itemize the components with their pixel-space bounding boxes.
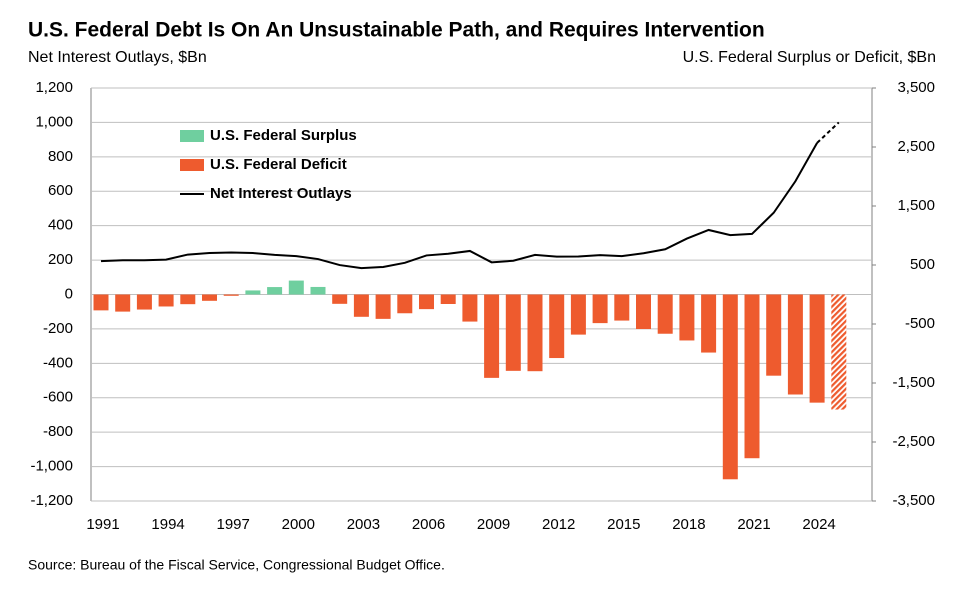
y-tick-label: 1,000 [35, 113, 73, 130]
y-tick-label: -600 [43, 389, 73, 406]
bar [787, 294, 803, 395]
line [100, 142, 818, 270]
bar [375, 294, 391, 319]
bar [831, 294, 847, 410]
y-tick-label: -1,200 [30, 492, 73, 509]
bar [180, 294, 196, 305]
x-tick-label: 2006 [412, 516, 445, 533]
legend-swatch [180, 159, 204, 171]
bar [223, 294, 239, 296]
y2-tick-label: -1,500 [892, 374, 935, 391]
bar [353, 294, 369, 317]
bar [766, 294, 782, 376]
bar [397, 294, 413, 314]
y2-tick-label: 2,500 [897, 138, 935, 155]
source-note: Source: Bureau of the Fiscal Service, Co… [28, 557, 445, 573]
bar [462, 294, 478, 322]
x-tick-label: 2009 [477, 516, 510, 533]
bar [722, 294, 738, 480]
bar [158, 294, 174, 307]
x-tick-label: 2003 [347, 516, 380, 533]
bar [527, 294, 543, 372]
y-tick-label: 800 [48, 148, 73, 165]
legend-swatch [180, 130, 204, 142]
x-tick-label: 1994 [151, 516, 184, 533]
bar [570, 294, 586, 335]
bar [202, 294, 217, 301]
x-tick-label: 2015 [607, 516, 640, 533]
y-axis-label: Net Interest Outlays, $Bn [28, 49, 207, 66]
y-tick-label: 600 [48, 182, 73, 199]
y2-tick-label: 3,500 [897, 79, 935, 96]
x-tick-label: 2024 [802, 516, 835, 533]
y2-tick-label: 1,500 [897, 197, 935, 214]
y2-tick-label: -3,500 [892, 492, 935, 509]
x-tick-label: 2000 [282, 516, 315, 533]
y2-tick-label: -500 [905, 315, 935, 332]
y-tick-label: 1,200 [35, 79, 73, 96]
bar [93, 294, 109, 311]
bar [267, 287, 283, 295]
x-tick-label: 2012 [542, 516, 575, 533]
y2-tick-label: -2,500 [892, 433, 935, 450]
y-tick-label: 400 [48, 217, 73, 234]
bar [332, 294, 348, 304]
bar [701, 294, 717, 353]
bar [505, 294, 521, 371]
bar [136, 294, 152, 310]
y-tick-label: -400 [43, 354, 73, 371]
bar [310, 286, 326, 295]
line-projection [816, 121, 840, 144]
bar [636, 294, 651, 330]
bar [592, 294, 608, 324]
legend-label: U.S. Federal Deficit [210, 156, 347, 173]
legend-label: U.S. Federal Surplus [210, 127, 357, 144]
chart-title: U.S. Federal Debt Is On An Unsustainable… [28, 19, 765, 42]
bar [679, 294, 695, 341]
bar [549, 294, 565, 359]
y-tick-label: -800 [43, 423, 73, 440]
bar [614, 294, 630, 321]
y-tick-label: 0 [65, 285, 73, 302]
y2-axis-label: U.S. Federal Surplus or Deficit, $Bn [683, 49, 936, 66]
y-tick-label: -200 [43, 320, 73, 337]
bar [115, 294, 131, 312]
bar [809, 294, 825, 403]
bar [657, 294, 673, 334]
bar [288, 280, 304, 295]
y-tick-label: 200 [48, 251, 73, 268]
y2-tick-label: 500 [910, 256, 935, 273]
x-tick-label: 1997 [217, 516, 250, 533]
bar [419, 294, 434, 310]
bar [484, 294, 500, 378]
legend-label: Net Interest Outlays [210, 185, 352, 202]
x-tick-label: 2021 [737, 516, 770, 533]
y-tick-label: -1,000 [30, 458, 73, 475]
bar [440, 294, 456, 304]
x-tick-label: 2018 [672, 516, 705, 533]
x-tick-label: 1991 [86, 516, 119, 533]
bar [744, 294, 760, 459]
bar [245, 290, 261, 295]
